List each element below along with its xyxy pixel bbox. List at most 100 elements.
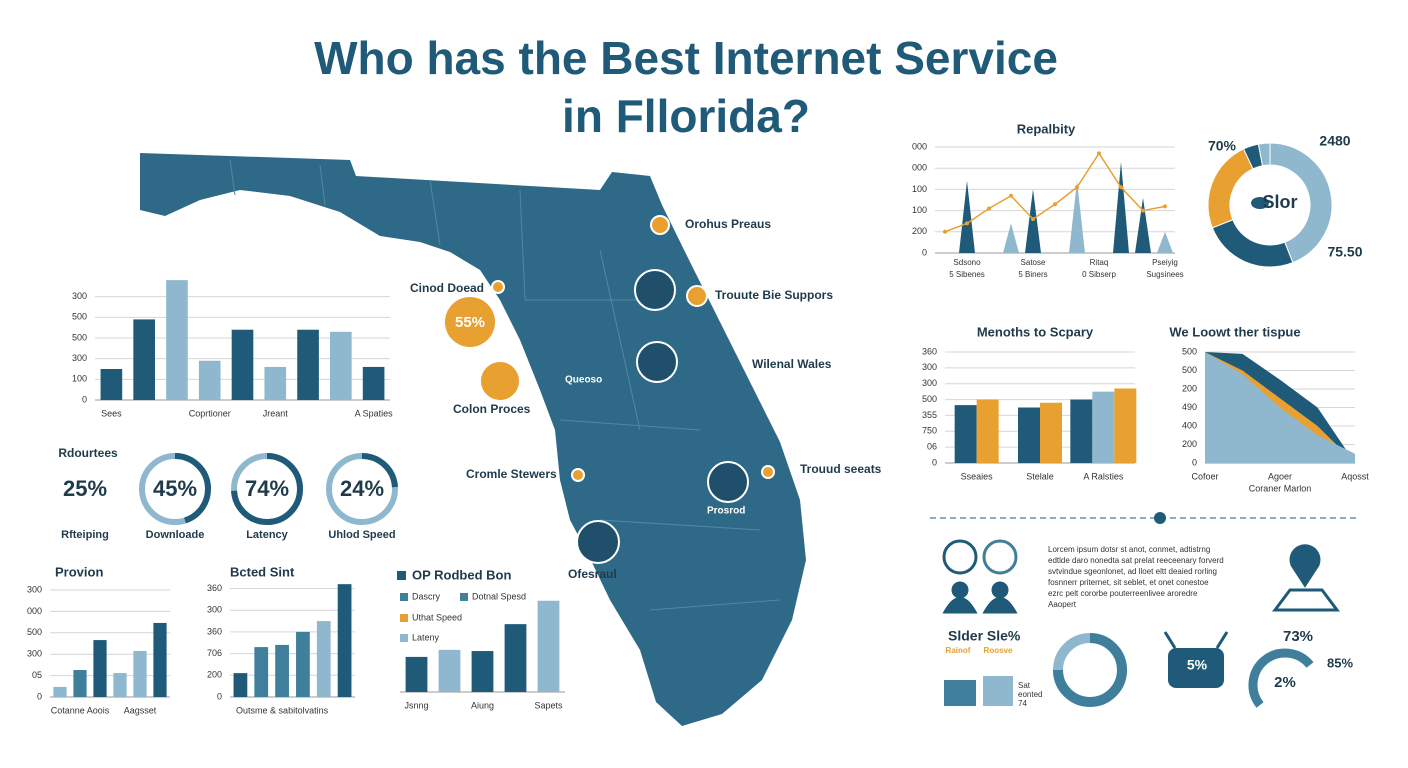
bar xyxy=(73,670,87,697)
y-tick-label: 000 xyxy=(27,606,42,616)
y-tick-label: 300 xyxy=(72,353,87,363)
spike xyxy=(1157,231,1173,253)
bar xyxy=(198,360,221,400)
bar xyxy=(362,366,385,400)
title-line: in Fllorida? xyxy=(562,90,810,142)
y-tick-label: 200 xyxy=(1182,383,1197,393)
center-label: Slor xyxy=(1262,192,1297,212)
x-tick-label: Ritaq xyxy=(1090,258,1109,267)
map-icon xyxy=(707,461,749,503)
divider-dot xyxy=(1154,512,1166,524)
paragraph-line: Lorcem ipsum dotsr st anot, conmet, adti… xyxy=(1048,545,1210,554)
y-tick-label: 0 xyxy=(932,457,937,467)
bar xyxy=(954,405,977,463)
y-tick-label: 500 xyxy=(27,627,42,637)
y-tick-label: 200 xyxy=(207,670,222,680)
point xyxy=(987,206,991,211)
map-label: Cromle Stewers xyxy=(466,467,557,481)
x-tick-label: Outsme & sabitolvatins xyxy=(236,705,329,715)
x-tick-label: Stelale xyxy=(1026,471,1054,481)
legend-swatch xyxy=(400,614,408,622)
map-icon xyxy=(761,465,775,479)
paragraph-line: fosnnerr priternet, sit seblet, et onet … xyxy=(1048,578,1209,587)
x-tick-label: A Ralsties xyxy=(1083,471,1124,481)
y-tick-label: 300 xyxy=(207,605,222,615)
y-tick-label: 750 xyxy=(922,426,937,436)
bar xyxy=(1092,391,1115,463)
bar xyxy=(133,319,155,400)
y-tick-label: 100 xyxy=(912,205,927,215)
y-tick-label: 500 xyxy=(1182,365,1197,375)
ring-label: Rfteiping xyxy=(61,529,109,541)
legend-swatch xyxy=(460,593,468,601)
x-tick-label: A Spaties xyxy=(355,408,394,418)
map-badge xyxy=(445,297,495,347)
y-tick-label: 0 xyxy=(37,691,42,701)
bar xyxy=(113,673,127,697)
logo xyxy=(1251,197,1269,209)
y-tick-label: 000 xyxy=(912,163,927,173)
legend-label: Dotnal Spesd xyxy=(472,591,526,601)
map-icon xyxy=(686,285,708,307)
ring xyxy=(326,453,398,525)
y-tick-label: 300 xyxy=(72,291,87,301)
panel-heading: Slder Sle% xyxy=(948,628,1021,644)
y-tick-label: 300 xyxy=(27,649,42,659)
map-label: Queoso xyxy=(565,375,602,386)
map-label: Cinod Doead xyxy=(410,281,484,295)
tag: Roosve xyxy=(984,646,1013,655)
x-tick-label: Pseiyig xyxy=(1152,258,1178,267)
y-tick-label: 300 xyxy=(27,584,42,594)
y-tick-label: 400 xyxy=(1182,420,1197,430)
map-icon xyxy=(576,520,620,564)
bar xyxy=(330,331,352,400)
bar xyxy=(438,649,461,692)
point xyxy=(1009,193,1013,198)
x-tick-label: Jreant xyxy=(263,408,289,418)
county-lines xyxy=(229,159,781,611)
legend-label: Lateny xyxy=(412,632,440,642)
map-badge-label: 55% xyxy=(455,314,485,331)
stat-label: 5% xyxy=(1187,657,1208,673)
legend-swatch xyxy=(400,634,408,642)
stat-label: 73% xyxy=(1283,628,1313,645)
bar xyxy=(297,329,319,400)
x-tick-label: Sapets xyxy=(534,700,563,710)
point xyxy=(1163,204,1167,209)
spike xyxy=(1025,189,1041,253)
y-tick-label: 360 xyxy=(207,583,222,593)
pie-slice xyxy=(1269,142,1333,264)
note-line: 74 xyxy=(1018,699,1027,708)
point xyxy=(965,221,969,226)
bar xyxy=(275,644,289,697)
point xyxy=(1141,208,1145,213)
y-tick-label: 360 xyxy=(207,626,222,636)
bar xyxy=(504,624,527,692)
paragraph-line: ezrc pelt cororbe pouterreenlivee arored… xyxy=(1048,589,1198,598)
ring-label: Latency xyxy=(246,529,288,541)
bar xyxy=(405,656,428,692)
map-label: Trouud seeats xyxy=(800,462,882,476)
pie-slice xyxy=(1207,148,1254,229)
bar xyxy=(316,621,331,697)
y-tick-label: 0 xyxy=(217,691,222,701)
map-icon xyxy=(634,269,676,311)
y-tick-label: 490 xyxy=(1182,402,1197,412)
x-tick-label: Sseaies xyxy=(961,471,994,481)
y-tick-label: 500 xyxy=(1182,346,1197,356)
value-label: 74% xyxy=(245,476,289,501)
chart-title: Bcted Sint xyxy=(230,564,295,579)
paragraph-line: svtvindue sgeonlonet, ad lloet eltt deai… xyxy=(1048,567,1217,576)
bar xyxy=(153,622,167,697)
spike xyxy=(959,180,975,253)
x-axis-label: Coraner Marlon xyxy=(1249,483,1312,493)
map-icon xyxy=(636,341,678,383)
bar xyxy=(296,631,310,697)
chart-title: OP Rodbed Bon xyxy=(412,567,511,582)
y-tick-label: 0 xyxy=(1192,457,1197,467)
y-tick-label: 500 xyxy=(72,312,87,322)
point xyxy=(1119,185,1123,190)
y-tick-label: 06 xyxy=(927,442,937,452)
bar xyxy=(337,584,352,697)
ring xyxy=(231,453,303,525)
